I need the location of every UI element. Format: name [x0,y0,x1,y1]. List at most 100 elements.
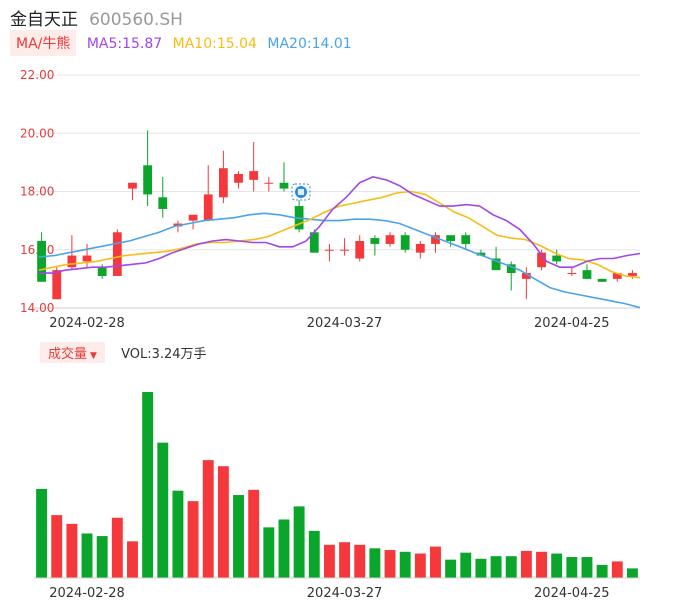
candle [597,278,607,282]
volume-bar [157,442,169,578]
candle-body [97,267,107,276]
volume-bar [66,523,78,578]
ma5-label: MA5:15.87 [86,36,163,52]
candle-body [112,232,122,276]
candle-body [158,197,168,209]
candle-body [628,273,637,276]
x-tick-label: 2024-02-28 [49,316,125,331]
y-tick-label: 14.00 [20,301,54,315]
ma20-label: MA20:14.01 [267,36,352,52]
candle [82,243,92,268]
candle [128,182,137,201]
volume-bar [339,542,351,578]
volume-bar [51,515,63,578]
price-axis: 22.00 20.00 18.00 16.00 14.00 [20,68,54,315]
volume-indicator-dropdown[interactable]: 成交量 ▼ [40,342,105,363]
candle [461,232,471,250]
event-marker-icon[interactable] [291,183,311,201]
volume-bar [142,392,154,578]
candlestick-series [37,130,637,300]
candle-body [521,273,531,279]
volume-bar [475,558,487,578]
volume-bar [248,489,260,578]
stock-header: 金自天正 600560.SH [10,5,183,30]
candle-body [279,182,289,189]
candle-body [52,270,62,300]
candle-body [370,238,380,244]
candle-body [355,241,365,259]
candle [385,232,395,247]
x-tick-label: 2024-04-25 [534,586,610,601]
candle-body [143,165,153,195]
volume-bar [626,568,638,578]
x-tick-label: 2024-03-27 [307,586,383,601]
candle [567,267,577,276]
candle [218,150,228,204]
volume-bar [490,556,502,578]
candle [431,232,440,253]
volume-bar [611,561,623,578]
ma-bullbear-toggle[interactable]: MA/牛熊 [10,30,77,56]
candle-body [234,174,243,183]
volume-bar [384,550,396,578]
x-tick-label: 2024-04-25 [534,316,610,331]
ma-lines [38,176,641,309]
candle-body [582,270,592,279]
candle [537,249,546,271]
volume-value: VOL:3.24万手 [121,347,207,362]
candle [158,176,168,218]
candle-body [537,252,546,268]
volume-bar [520,550,532,578]
candle-body [431,235,440,244]
volume-x-axis: 2024-02-28 2024-03-27 2024-04-25 [49,586,609,601]
candle-body [612,273,622,279]
ma5-line [39,176,641,274]
ma10-line [38,190,641,279]
volume-bar [430,546,441,578]
volume-bar [460,552,472,578]
volume-bar [399,551,411,578]
candle-body [203,194,213,221]
volume-bar [36,488,48,578]
candle-body [340,249,349,251]
ma10-label: MA10:15.04 [172,36,257,52]
candle [446,235,456,247]
volume-bar [354,544,366,578]
volume-bar [308,530,320,578]
volume-bar [278,519,290,578]
y-tick-label: 20.00 [20,126,54,140]
ma-legend: MA/牛熊 MA5:15.87 MA10:15.04 MA20:14.01 [10,30,352,56]
volume-tag-label: 成交量 [48,347,88,362]
volume-bar [217,466,229,578]
candle-body [82,255,92,262]
volume-bar [263,527,275,578]
candle-body [385,235,395,244]
stock-code: 600560.SH [89,10,183,30]
candle [249,141,259,192]
stock-name: 金自天正 [10,10,78,30]
volume-series [34,392,640,579]
volume-bar [445,559,457,578]
volume-legend: 成交量 ▼ VOL:3.24万手 [40,342,207,363]
candle [234,171,243,189]
candle [582,264,592,279]
candle-body [67,255,77,268]
candle-body [37,241,46,282]
candle-body [188,214,198,221]
y-tick-label: 22.00 [20,68,54,82]
volume-bar [172,490,184,578]
candle-body [506,264,516,274]
candle-body [476,252,486,256]
volume-bar [111,517,123,578]
candle [340,238,349,256]
volume-bar [536,551,547,578]
candle-body [264,182,274,184]
candle [355,235,365,262]
volume-bar [187,501,199,578]
candle [294,200,304,233]
candle [203,165,213,221]
candle [370,235,380,256]
candle-body [552,255,562,262]
ma20-line [38,212,641,309]
